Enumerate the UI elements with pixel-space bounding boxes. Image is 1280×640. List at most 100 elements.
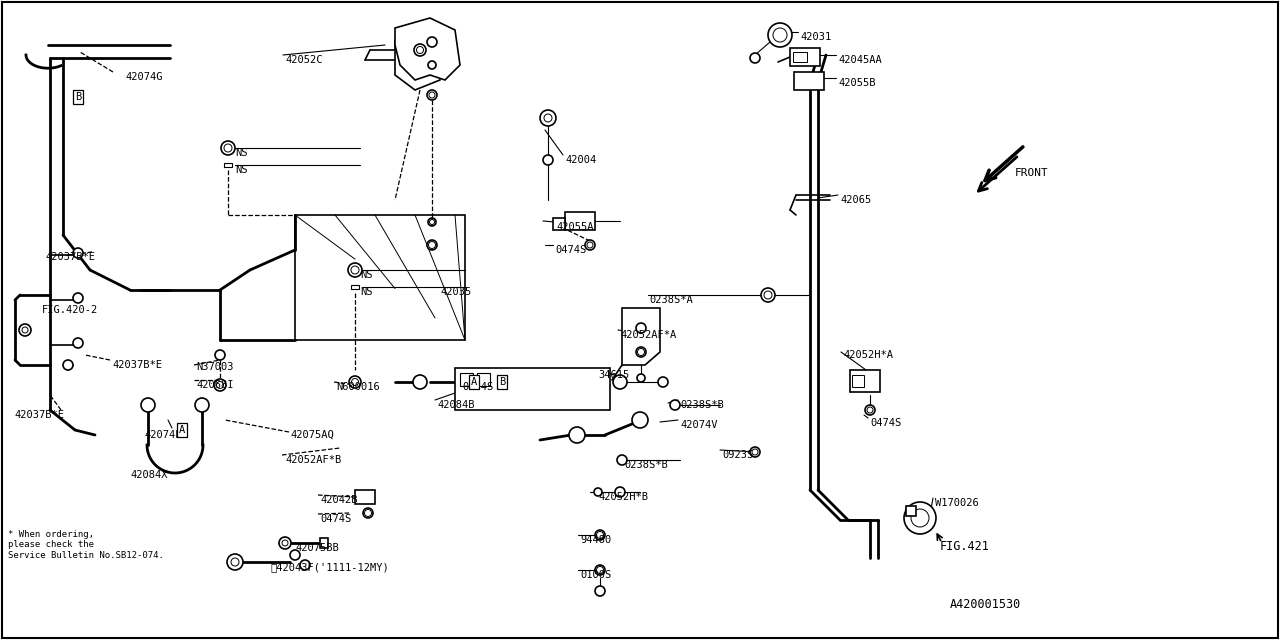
Circle shape <box>750 447 760 457</box>
Bar <box>355 490 375 504</box>
Circle shape <box>365 509 371 516</box>
Circle shape <box>413 375 428 389</box>
Circle shape <box>617 455 627 465</box>
Text: 42055B: 42055B <box>838 78 876 88</box>
Text: B: B <box>499 377 506 387</box>
Circle shape <box>63 360 73 370</box>
Circle shape <box>300 560 310 570</box>
Text: 42052H*B: 42052H*B <box>598 492 648 502</box>
Circle shape <box>224 144 232 152</box>
Circle shape <box>364 508 372 518</box>
Circle shape <box>658 377 668 387</box>
Circle shape <box>221 141 236 155</box>
Circle shape <box>636 323 646 333</box>
Text: A420001530: A420001530 <box>950 598 1021 611</box>
Text: NS: NS <box>236 165 247 175</box>
Bar <box>454 368 611 410</box>
Circle shape <box>227 554 243 570</box>
Bar <box>224 163 232 167</box>
Circle shape <box>428 240 436 250</box>
Circle shape <box>19 324 31 336</box>
Circle shape <box>430 220 434 225</box>
Circle shape <box>428 37 436 47</box>
Text: W170026: W170026 <box>934 498 979 508</box>
Circle shape <box>282 540 288 546</box>
Text: NS: NS <box>236 148 247 158</box>
Circle shape <box>73 293 83 303</box>
Circle shape <box>594 488 602 496</box>
Text: 34615: 34615 <box>598 370 630 380</box>
Circle shape <box>230 558 239 566</box>
Circle shape <box>669 400 680 410</box>
Circle shape <box>911 509 929 527</box>
Text: 0474S: 0474S <box>870 418 901 428</box>
Text: A: A <box>471 377 477 387</box>
Circle shape <box>570 427 585 443</box>
Circle shape <box>595 530 605 540</box>
Circle shape <box>614 487 625 497</box>
Text: * When ordering,
please check the
Service Bulletin No.SB12-074.: * When ordering, please check the Servic… <box>8 530 164 560</box>
Text: 42074G: 42074G <box>125 72 163 82</box>
Circle shape <box>413 44 426 56</box>
Circle shape <box>750 53 760 63</box>
Circle shape <box>595 586 605 596</box>
Text: 42035: 42035 <box>440 287 471 297</box>
Circle shape <box>637 349 645 355</box>
Bar <box>790 48 820 66</box>
Bar <box>794 72 824 90</box>
Circle shape <box>429 92 435 98</box>
Circle shape <box>416 47 424 54</box>
Text: 42052H*A: 42052H*A <box>844 350 893 360</box>
Text: 0474S: 0474S <box>556 245 586 255</box>
Circle shape <box>349 376 361 388</box>
Bar <box>852 375 864 387</box>
Circle shape <box>867 407 873 413</box>
Circle shape <box>768 23 792 47</box>
Circle shape <box>540 110 556 126</box>
Circle shape <box>141 398 155 412</box>
Text: 0238S*A: 0238S*A <box>649 295 692 305</box>
Circle shape <box>596 531 603 538</box>
Circle shape <box>753 449 758 455</box>
Polygon shape <box>294 215 465 340</box>
Text: FRONT: FRONT <box>1015 168 1048 178</box>
Circle shape <box>632 412 648 428</box>
Circle shape <box>195 398 209 412</box>
Text: 42074P: 42074P <box>143 430 182 440</box>
Circle shape <box>904 502 936 534</box>
Circle shape <box>762 288 774 302</box>
Bar <box>794 52 806 62</box>
Polygon shape <box>396 30 440 90</box>
Text: 42075AQ: 42075AQ <box>291 430 334 440</box>
Text: 42045AA: 42045AA <box>838 55 882 65</box>
Text: N37003: N37003 <box>196 362 233 372</box>
Text: 42037B*E: 42037B*E <box>113 360 163 370</box>
Circle shape <box>291 550 300 560</box>
Bar <box>477 373 490 386</box>
Circle shape <box>764 291 772 299</box>
Circle shape <box>22 327 28 333</box>
Text: 42037B*E: 42037B*E <box>45 252 95 262</box>
Text: NS: NS <box>360 287 372 297</box>
Circle shape <box>585 240 595 250</box>
Text: 42052AF*B: 42052AF*B <box>285 455 342 465</box>
Text: NS: NS <box>360 270 372 280</box>
Polygon shape <box>622 308 660 365</box>
Text: 42065: 42065 <box>840 195 872 205</box>
Text: 0474S: 0474S <box>320 514 351 524</box>
Polygon shape <box>396 18 460 80</box>
Text: 42074V: 42074V <box>680 420 718 430</box>
Text: B: B <box>74 92 81 102</box>
Circle shape <box>348 263 362 277</box>
Bar <box>460 373 474 386</box>
Circle shape <box>543 155 553 165</box>
Bar <box>320 538 328 548</box>
Circle shape <box>279 537 291 549</box>
Circle shape <box>428 90 436 100</box>
Text: FIG.421: FIG.421 <box>940 540 989 553</box>
Text: 0923S: 0923S <box>722 450 753 460</box>
Circle shape <box>613 375 627 389</box>
Text: 42004: 42004 <box>564 155 596 165</box>
Bar <box>850 370 881 392</box>
Circle shape <box>216 381 224 388</box>
